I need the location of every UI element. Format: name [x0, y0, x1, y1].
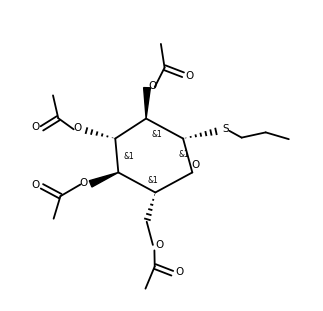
Text: &1: &1	[148, 176, 158, 185]
Text: O: O	[31, 123, 39, 132]
Text: O: O	[156, 240, 164, 250]
Text: O: O	[191, 160, 200, 170]
Text: &1: &1	[178, 151, 189, 159]
Text: S: S	[222, 124, 229, 134]
Text: O: O	[175, 267, 183, 277]
Text: O: O	[80, 178, 88, 188]
Text: O: O	[185, 71, 193, 81]
Text: O: O	[73, 123, 81, 133]
Text: O: O	[148, 81, 156, 91]
Text: &1: &1	[152, 130, 162, 139]
Text: &1: &1	[123, 152, 134, 160]
Text: O: O	[31, 180, 39, 190]
Polygon shape	[144, 88, 151, 118]
Polygon shape	[89, 173, 118, 187]
